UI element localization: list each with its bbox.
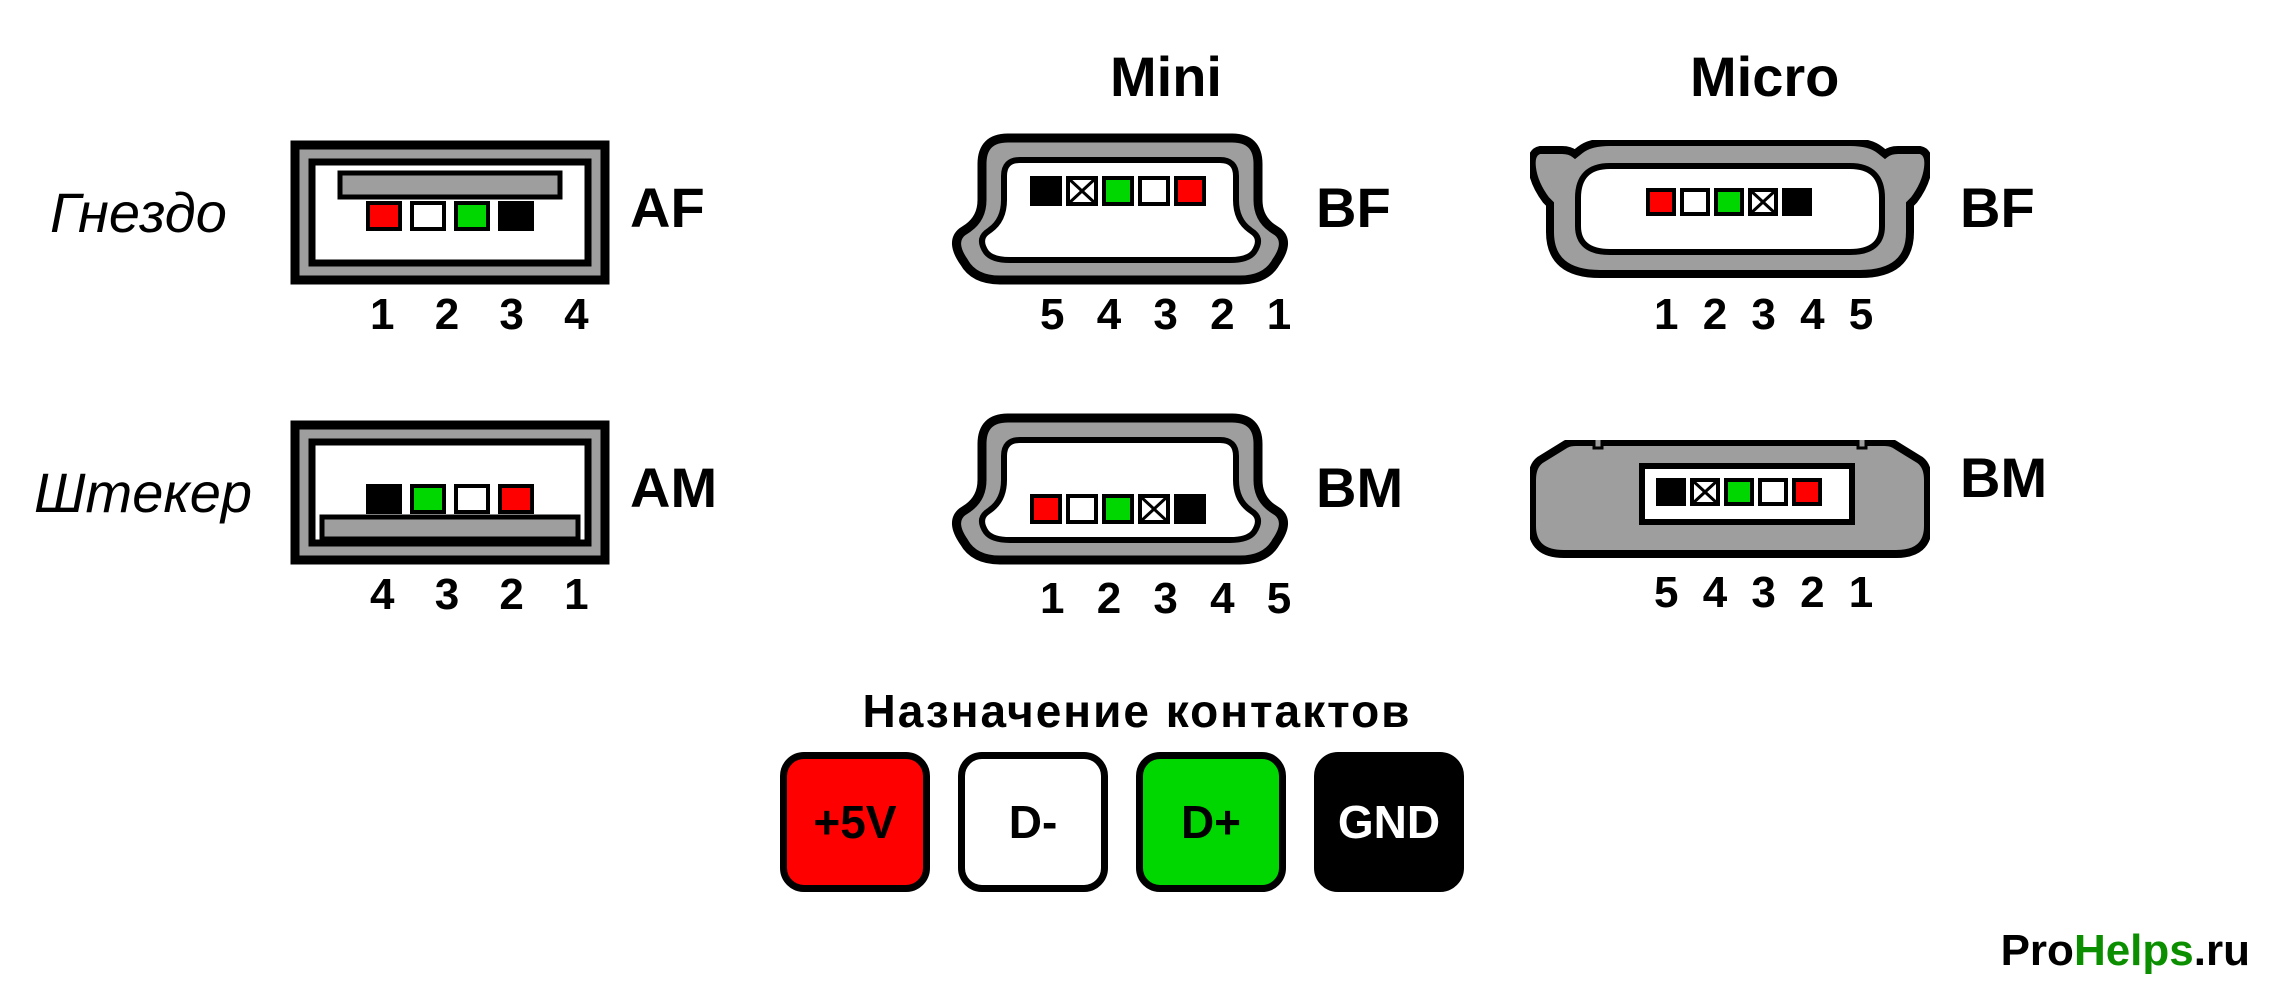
legend-dplus-label: D+ bbox=[1181, 795, 1241, 849]
code-micro-bf: BF bbox=[1960, 175, 2035, 240]
legend-5v-label: +5V bbox=[813, 795, 896, 849]
connector-micro-bm bbox=[1530, 440, 1930, 560]
code-mini-bf: BF bbox=[1316, 175, 1391, 240]
legend-row: +5V D- D+ GND bbox=[780, 752, 1464, 892]
connector-mini-bm bbox=[950, 410, 1290, 570]
row-label-socket: Гнездо bbox=[50, 180, 227, 245]
connector-am bbox=[290, 420, 610, 565]
connector-mini-bf bbox=[950, 130, 1290, 290]
legend-gnd-label: GND bbox=[1338, 795, 1440, 849]
legend-5v: +5V bbox=[780, 752, 930, 892]
code-am: AM bbox=[630, 455, 717, 520]
legend-dminus-label: D- bbox=[1009, 795, 1058, 849]
legend-dplus: D+ bbox=[1136, 752, 1286, 892]
watermark: ProHelps.ru bbox=[2001, 926, 2250, 976]
column-title-micro: Micro bbox=[1690, 44, 1839, 109]
legend-dminus: D- bbox=[958, 752, 1108, 892]
column-title-mini: Mini bbox=[1110, 44, 1222, 109]
connector-af bbox=[290, 140, 610, 285]
pins-mini-bm: 1 2 3 4 5 bbox=[1040, 574, 1301, 624]
code-af: AF bbox=[630, 175, 705, 240]
pins-mini-bf: 5 4 3 2 1 bbox=[1040, 290, 1301, 340]
legend-gnd: GND bbox=[1314, 752, 1464, 892]
code-micro-bm: BM bbox=[1960, 445, 2047, 510]
connector-micro-bf bbox=[1530, 140, 1930, 280]
pins-micro-bf: 1 2 3 4 5 bbox=[1654, 290, 1879, 340]
pins-af: 1 2 3 4 bbox=[370, 290, 603, 340]
legend-title: Назначение контактов bbox=[0, 684, 2274, 738]
pins-am: 4 3 2 1 bbox=[370, 570, 603, 620]
code-mini-bm: BM bbox=[1316, 455, 1403, 520]
row-label-plug: Штекер bbox=[34, 460, 252, 525]
watermark-pro: Pro bbox=[2001, 926, 2074, 975]
watermark-ru: .ru bbox=[2194, 926, 2250, 975]
watermark-helps: Helps bbox=[2074, 926, 2194, 975]
pins-micro-bm: 5 4 3 2 1 bbox=[1654, 568, 1879, 618]
